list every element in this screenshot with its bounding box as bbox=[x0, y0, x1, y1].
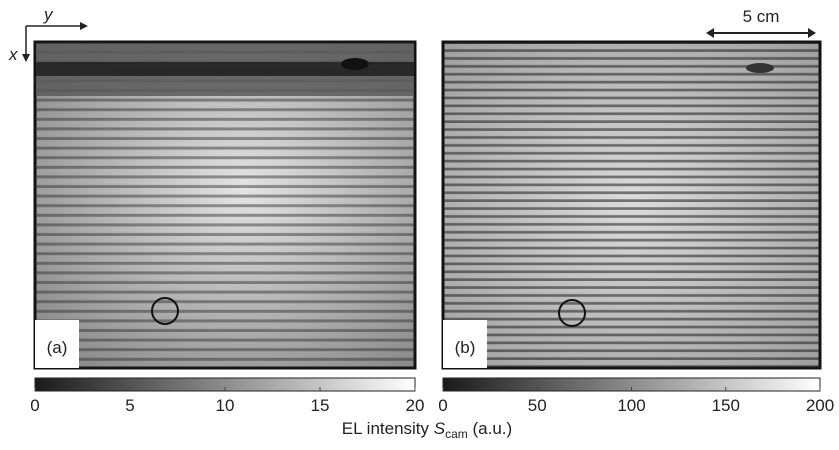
colorbar-tick-label: 0 bbox=[30, 396, 39, 415]
axis-x-label: x bbox=[8, 45, 18, 64]
scale-bar bbox=[706, 28, 816, 38]
axes-indicator bbox=[22, 22, 88, 62]
colorbar-tick-label: 5 bbox=[125, 396, 134, 415]
panel-image-a bbox=[33, 40, 417, 370]
colorbar-tick-label: 15 bbox=[311, 396, 330, 415]
panel-image-b bbox=[441, 40, 822, 370]
scale-bar-label: 5 cm bbox=[743, 7, 780, 26]
panel-label: (a) bbox=[47, 338, 68, 357]
colorbar-tick-label: 50 bbox=[528, 396, 547, 415]
colorbar-title: EL intensity Scam (a.u.) bbox=[342, 419, 512, 441]
title-prefix: EL intensity bbox=[342, 419, 430, 438]
title-subscript: cam bbox=[445, 427, 468, 441]
panel-label: (b) bbox=[455, 338, 476, 357]
colorbar-tick-label: 20 bbox=[406, 396, 425, 415]
colorbar-tick-label: 200 bbox=[806, 396, 834, 415]
colorbar-tick-label: 150 bbox=[712, 396, 740, 415]
colorbar-tick-label: 100 bbox=[617, 396, 645, 415]
title-symbol: S bbox=[434, 419, 446, 438]
axis-y-label: y bbox=[43, 5, 54, 24]
colorbar-tick-label: 10 bbox=[216, 396, 235, 415]
title-unit: (a.u.) bbox=[473, 419, 513, 438]
colorbar-tick-label: 0 bbox=[438, 396, 447, 415]
